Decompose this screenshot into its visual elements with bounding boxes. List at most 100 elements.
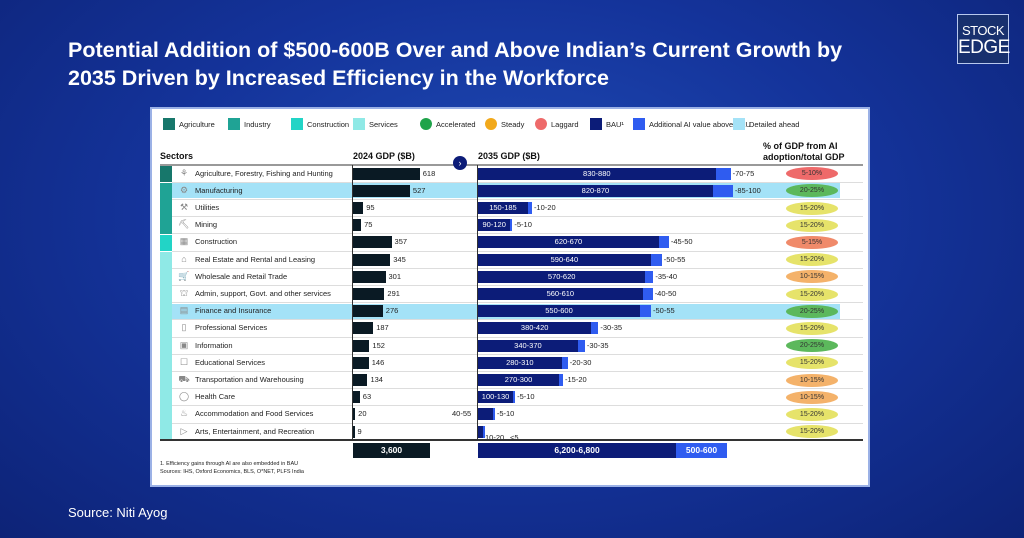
ai-share-badge: 10-15%	[786, 390, 838, 404]
row-divider	[172, 353, 863, 355]
group-stripe	[160, 423, 172, 441]
value-ai-addition: -70-75	[732, 168, 755, 178]
row-divider	[172, 250, 863, 252]
header-gdp-2035: 2035 GDP ($B)	[478, 151, 540, 161]
row-divider	[172, 181, 863, 183]
value-2024: 345	[393, 254, 406, 264]
value-bau-2035: 830-880	[583, 168, 611, 178]
bar-bau-2035	[478, 356, 562, 369]
sector-icon: ⛫	[179, 288, 189, 298]
bar-ai-addition	[645, 270, 654, 283]
group-stripe	[160, 337, 172, 355]
group-stripe	[160, 268, 172, 286]
bar-bau-2035	[478, 288, 643, 300]
sector-icon: 🛒	[178, 270, 190, 281]
sector-label: Finance and Insurance	[195, 306, 272, 316]
ai-share-badge: 5-10%	[786, 167, 838, 181]
bar-ai-addition	[483, 425, 486, 438]
value-ai-addition: -40-50	[654, 289, 677, 298]
row-divider	[172, 302, 863, 304]
value-2024: 20	[358, 409, 367, 419]
bar-bau-2035	[478, 270, 646, 283]
row-divider	[172, 405, 863, 407]
ai-share-badge: 15-20%	[786, 287, 838, 301]
ai-share-badge: 15-20%	[786, 218, 838, 232]
page-title: Potential Addition of $500-600B Over and…	[68, 38, 843, 90]
bar-bau-2035	[478, 253, 651, 266]
bar-ai-addition	[658, 236, 669, 249]
bar-bau-2035	[478, 322, 592, 335]
ai-share-badge: 5-15%	[786, 235, 838, 249]
bar-bau-2035	[478, 305, 640, 318]
bar-ai-addition	[527, 202, 532, 214]
legend-item: Additional AI value above BAU	[633, 118, 751, 130]
legend-item: Steady	[485, 118, 524, 130]
legend-item: Services	[353, 118, 398, 130]
legend-label: Agriculture	[179, 119, 215, 129]
ai-share-badge: 15-20%	[786, 425, 838, 439]
bar-2024	[353, 322, 374, 335]
bar-2024	[353, 184, 410, 197]
header-sectors: Sectors	[160, 151, 194, 161]
bar-ai-addition	[642, 288, 653, 300]
ai-share-badge: 20-25%	[786, 339, 838, 353]
value-2024: 301	[388, 271, 402, 281]
legend-item: BAU¹	[590, 118, 624, 130]
value-ai-addition: -85-100	[734, 185, 761, 195]
row-divider	[172, 233, 863, 235]
axis-2035	[477, 165, 478, 439]
legend-item: Accelerated	[420, 118, 476, 130]
bar-2024	[353, 202, 364, 214]
legend-item: Agriculture	[163, 118, 215, 130]
legend-swatch	[590, 118, 602, 130]
group-stripe	[160, 388, 172, 406]
legend-item: Detailed ahead	[733, 118, 799, 130]
legend-swatch	[163, 118, 175, 130]
value-ai-addition: -15-20	[565, 375, 587, 384]
legend-item: Industry	[228, 118, 271, 130]
group-stripe	[160, 405, 172, 423]
sector-icon: ⚙	[179, 184, 189, 195]
bar-2024	[353, 219, 362, 232]
bar-2024	[353, 305, 383, 318]
row-divider	[172, 216, 863, 218]
sector-icon: ⌂	[181, 253, 187, 264]
header-gdp-2024: 2024 GDP ($B)	[353, 151, 415, 161]
value-2024: 357	[394, 237, 408, 247]
ai-share-badge: 20-25%	[786, 184, 838, 198]
legend-swatch	[228, 118, 240, 130]
value-bau-2035: 340-370	[514, 340, 542, 350]
bar-bau-2035	[478, 202, 528, 214]
total-ai-addition: 500-600	[676, 443, 727, 458]
sector-label: Professional Services	[195, 323, 268, 333]
bar-bau-2035	[478, 425, 484, 438]
bar-ai-addition	[712, 184, 733, 197]
sector-label: Arts, Entertainment, and Recreation	[195, 426, 315, 436]
value-bau-2035: 150-185	[489, 203, 517, 212]
value-ai-addition: -35-40	[655, 271, 678, 281]
source: Source: Niti Ayog	[68, 505, 168, 520]
group-stripe	[160, 354, 172, 372]
bar-ai-addition	[492, 408, 495, 421]
bar-bau-2035	[478, 339, 578, 352]
sector-icon: ▦	[179, 236, 189, 247]
bar-ai-addition	[640, 305, 651, 318]
ai-share-badge: 20-25%	[786, 304, 838, 318]
row-divider	[172, 388, 863, 390]
group-stripe	[160, 252, 172, 269]
legend-label: Accelerated	[436, 119, 476, 129]
value-2024: 527	[412, 185, 426, 195]
bar-2024	[353, 339, 370, 352]
bar-bau-2035	[478, 374, 559, 386]
sector-label: Educational Services	[195, 357, 266, 367]
sector-icon: ▤	[179, 305, 189, 316]
group-stripe	[160, 302, 172, 320]
value-2024: 95	[366, 203, 375, 212]
value-ai-addition: <5	[510, 432, 519, 442]
total-bau-2035: 6,200-6,800	[478, 443, 676, 458]
value-bau-2035: 570-620	[547, 271, 576, 281]
value-2024: 75	[364, 220, 373, 230]
bar-2024	[353, 253, 391, 266]
header-ai-share: % of GDP from AI adoption/total GDP	[763, 141, 845, 162]
sector-label: Construction	[195, 237, 238, 247]
